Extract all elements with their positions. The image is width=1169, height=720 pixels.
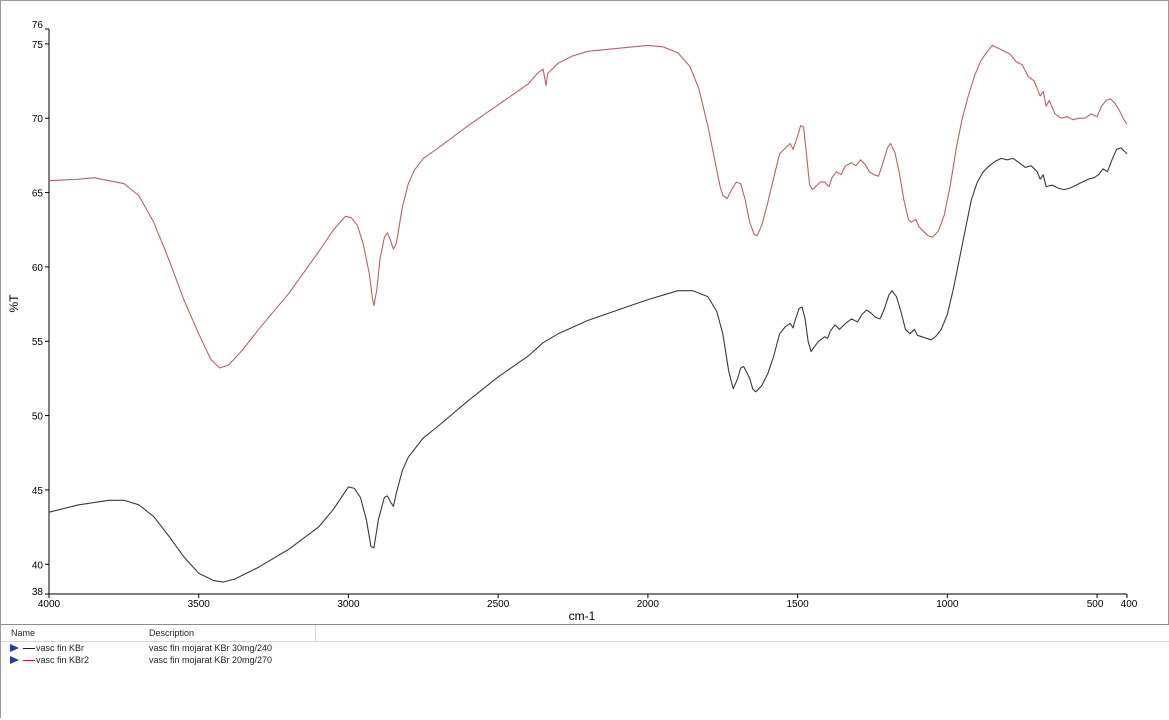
series-description: vasc fin mojarat KBr 20mg/270 (149, 655, 273, 665)
series-lines (48, 44, 1128, 583)
x-tick-label: 4000 (38, 599, 61, 610)
ir-spectrum-chart: 38 40 45 50 55 60 65 70 75 76 4000 3500 3000 2500 2000… (7, 20, 1138, 623)
x-tick-label: 1500 (786, 599, 809, 610)
legend-panel: Name Description vasc fin KBr vasc fin m… (1, 624, 1169, 720)
series-color-swatch (23, 660, 35, 661)
axis-labels: cm-1 %T (7, 294, 596, 623)
series-color-swatch (23, 648, 35, 649)
y-tick-label: 70 (32, 114, 44, 125)
x-axis-title: cm-1 (569, 609, 596, 623)
axes: 38 40 45 50 55 60 65 70 75 76 4000 3500 3000 2500 2000… (32, 20, 1138, 610)
y-tick-label: 50 (32, 412, 44, 423)
legend-header-name[interactable]: Name (11, 628, 36, 638)
series-line (48, 147, 1128, 583)
x-tick-label: 3000 (337, 599, 360, 610)
legend-row[interactable]: vasc fin KBr vasc fin mojarat KBr 30mg/2… (1, 642, 1169, 654)
x-tick-label: 3500 (188, 599, 211, 610)
y-tick-label: 40 (32, 560, 44, 571)
series-name: vasc fin KBr2 (36, 655, 90, 665)
y-axis-title: %T (7, 294, 21, 313)
legend-header: Name Description (1, 625, 1169, 642)
y-tick-label: 65 (32, 189, 44, 200)
x-tick-label: 1000 (936, 599, 959, 610)
y-tick-label: 38 (32, 587, 44, 598)
series-line (48, 44, 1128, 369)
x-tick-label: 2000 (637, 599, 660, 610)
y-tick-label: 45 (32, 486, 44, 497)
x-tick-label: 2500 (487, 599, 510, 610)
y-tick-label: 60 (32, 263, 44, 274)
x-tick-label: 400 (1121, 599, 1138, 610)
series-description: vasc fin mojarat KBr 30mg/240 (149, 643, 273, 653)
x-tick-label: 500 (1087, 599, 1104, 610)
y-tick-label: 76 (32, 20, 44, 31)
y-tick-label: 55 (32, 337, 44, 348)
legend-row[interactable]: vasc fin KBr2 vasc fin mojarat KBr 20mg/… (1, 654, 1169, 666)
series-pointer-icon (10, 656, 19, 664)
series-pointer-icon (10, 644, 19, 652)
y-tick-label: 75 (32, 40, 44, 51)
column-divider[interactable] (315, 625, 316, 641)
series-name: vasc fin KBr (36, 643, 85, 653)
legend-header-description[interactable]: Description (149, 628, 195, 638)
